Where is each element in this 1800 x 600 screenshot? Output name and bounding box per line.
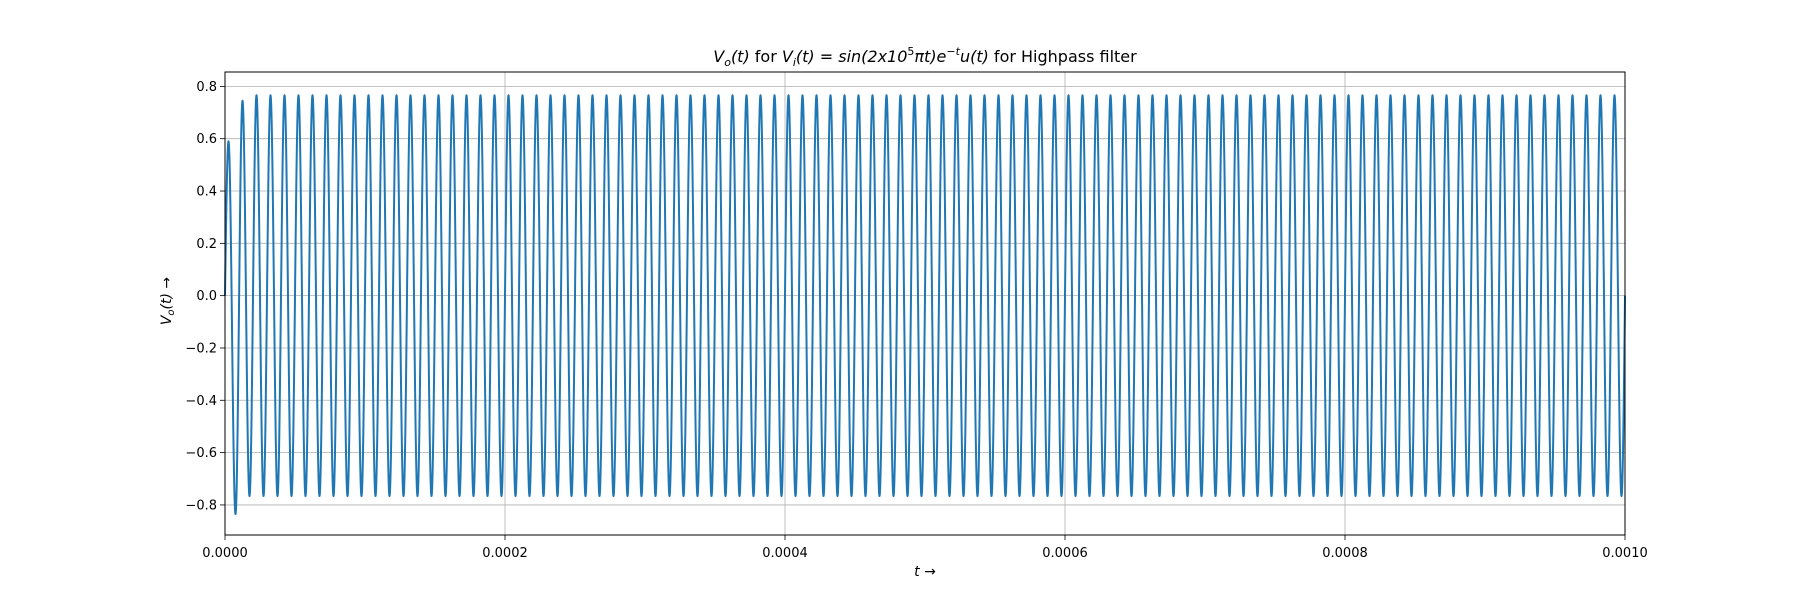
x-axis-label: t → bbox=[914, 564, 936, 580]
y-tick-label: −0.6 bbox=[185, 446, 217, 461]
y-tick-label: 0.0 bbox=[196, 289, 217, 304]
y-tick-label: −0.8 bbox=[185, 498, 217, 513]
signal-line bbox=[224, 94, 1626, 516]
y-tick-label: −0.2 bbox=[185, 341, 217, 356]
x-tick-label: 0.0008 bbox=[1322, 546, 1368, 561]
chart-title: Vo(t) for Vi(t) = sin(2x105πt)e−tu(t) fo… bbox=[713, 45, 1137, 69]
y-tick-label: 0.2 bbox=[196, 237, 217, 252]
y-ticks: −0.8 −0.6 −0.4 −0.2 0.0 0.2 0.4 0.6 0.8 bbox=[185, 80, 225, 513]
x-tick-label: 0.0000 bbox=[202, 546, 248, 561]
plot-frame bbox=[224, 71, 1626, 536]
y-tick-label: 0.4 bbox=[196, 185, 217, 200]
x-tick-label: 0.0006 bbox=[1042, 546, 1088, 561]
y-tick-label: 0.6 bbox=[196, 132, 217, 147]
x-ticks: 0.0000 0.0002 0.0004 0.0006 0.0008 0.0010 bbox=[202, 535, 1648, 561]
y-axis-label: Vo(t) → bbox=[159, 277, 177, 326]
y-tick-label: −0.4 bbox=[185, 394, 217, 409]
x-tick-label: 0.0010 bbox=[1602, 546, 1648, 561]
x-tick-label: 0.0004 bbox=[762, 546, 808, 561]
x-tick-label: 0.0002 bbox=[482, 546, 528, 561]
signal-group bbox=[224, 94, 1626, 516]
y-tick-label: 0.8 bbox=[196, 80, 217, 95]
